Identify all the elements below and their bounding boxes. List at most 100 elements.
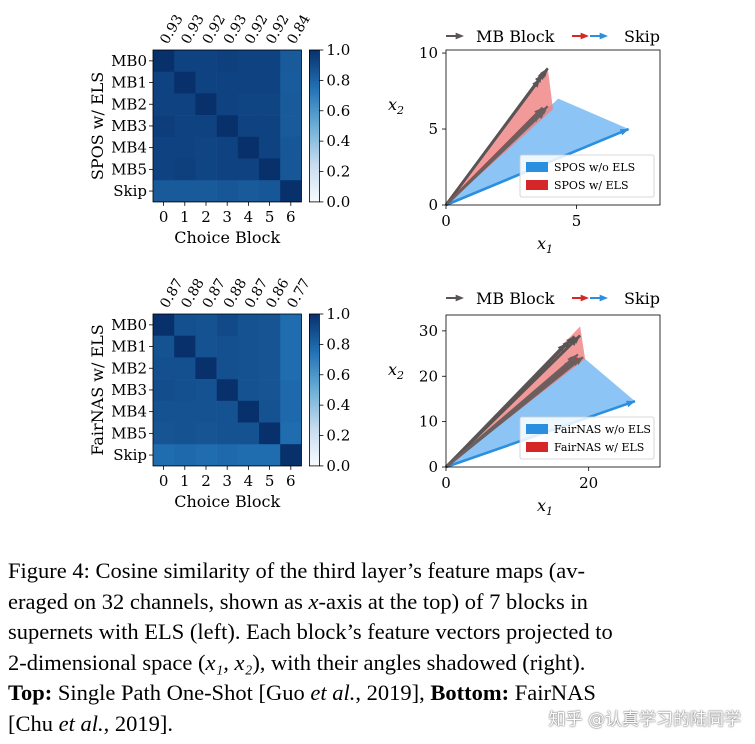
heatmap-cell [216, 400, 239, 423]
row-tick-label: MB1 [111, 74, 147, 92]
row-tick-label: MB0 [111, 52, 147, 70]
heatmap-cell [195, 50, 217, 72]
col-tick-label: 6 [286, 472, 296, 490]
y-tick-label: 30 [419, 322, 438, 340]
skip-vector-without-els-head [626, 400, 636, 408]
colorbar-tick-label: 0.4 [326, 396, 350, 414]
legend-skip-label: Skip [624, 289, 660, 308]
plot-frame [445, 314, 661, 468]
heatmap-cell [153, 314, 175, 336]
heatmap-cell [237, 71, 260, 94]
plot-frame [445, 49, 661, 206]
heatmap-ylabel: SPOS w/ ELS [88, 72, 107, 180]
heatmap-cell [195, 158, 217, 181]
row-tick-label: MB2 [111, 359, 147, 377]
heatmap-cell [195, 400, 217, 423]
mb-vector-head [538, 69, 547, 79]
heatmap-cell [174, 400, 196, 423]
caption-line-3: supernets with ELS (left). Each block’s … [8, 619, 613, 644]
colorbar [308, 49, 320, 203]
col-tick-label: 1 [180, 472, 190, 490]
plot-xlabel: x1 [537, 496, 553, 518]
legend-swatch-without-els [526, 424, 548, 434]
y-tick-label: 5 [428, 120, 438, 138]
row-tick-label: MB4 [111, 139, 147, 157]
heatmap-cell [280, 400, 302, 423]
caption-line-2b: -axis at the top) of 7 blocks in [318, 588, 588, 614]
heatmap-cell [195, 422, 217, 445]
legend-mb-label: MB Block [476, 27, 555, 46]
col-tick-label: 0 [159, 208, 169, 226]
plot-ylabel: x2 [388, 360, 404, 382]
heatmap-cell [259, 400, 281, 423]
heatmap-cell [153, 422, 175, 445]
heatmap-cell [153, 158, 175, 181]
legend-mb-label: MB Block [476, 289, 555, 308]
heatmap-cell [195, 93, 217, 116]
heatmap-cell [216, 115, 239, 138]
colorbar-tick-label: 1.0 [326, 305, 350, 323]
colorbar-tick-label: 0.4 [326, 132, 350, 150]
heatmap-cell [153, 180, 175, 203]
heatmap-cell [174, 422, 196, 445]
heatmap-cell [174, 357, 196, 380]
colorbar-tick-label: 0.0 [326, 457, 350, 475]
heatmap-cell [153, 335, 175, 358]
caption-line-4b: ), with their angles shadowed (right). [252, 649, 586, 675]
heatmap-cell [259, 71, 281, 94]
heatmap-cell [216, 379, 239, 402]
col-tick-label: 3 [222, 472, 232, 490]
heatmap-ylabel: FairNAS w/ ELS [88, 324, 107, 455]
y-tick-label: 10 [419, 413, 438, 431]
colorbar-tick-label: 0.6 [326, 366, 350, 384]
heatmap-cell [174, 379, 196, 402]
heatmap-cell [195, 136, 217, 159]
caption-vars: x₁, x₂ [205, 649, 253, 675]
caption-line-6b: , 2019]. [103, 710, 173, 736]
heatmap-cell [237, 335, 260, 358]
heatmap-cell [153, 71, 175, 94]
row-tick-label: MB1 [111, 338, 147, 356]
heatmap-cell [174, 115, 196, 138]
caption-line-6a: [Chu [8, 710, 59, 736]
heatmap-cell [280, 50, 302, 72]
heatmap-cell [237, 136, 260, 159]
caption-var-x: x [308, 588, 319, 614]
heatmap-cell [280, 71, 302, 94]
legend-skip-blue-arrow [599, 32, 608, 40]
heatmap-xlabel: Choice Block [174, 228, 280, 247]
heatmap-cell [259, 93, 281, 116]
colorbar [308, 313, 320, 467]
row-tick-label: Skip [113, 182, 147, 200]
legend-mb-arrow [455, 294, 464, 302]
heatmap-cell [153, 357, 175, 380]
mb-vector-els-head [574, 357, 583, 366]
heatmap-cell [237, 444, 260, 467]
heatmap-cell [216, 136, 239, 159]
legend-label-with-els: FairNAS w/ ELS [554, 441, 644, 454]
heatmap-cell [195, 335, 217, 358]
x-tick-label: 0 [441, 212, 451, 230]
heatmap-cell [237, 158, 260, 181]
col-tick-label: 1 [180, 208, 190, 226]
heatmap-cell [259, 136, 281, 159]
heatmap-cell [216, 357, 239, 380]
row-tick-label: MB3 [111, 381, 147, 399]
heatmap-cell [174, 335, 196, 358]
legend-skip-label: Skip [624, 27, 660, 46]
heatmap-cell [280, 314, 302, 336]
heatmap-cell [195, 444, 217, 467]
legend-mb-arrow [455, 32, 464, 40]
heatmap-cell [216, 93, 239, 116]
top-similarity-label: 0.77 [284, 276, 313, 311]
mb-vector-els-head [569, 354, 578, 363]
mb-vector-head [566, 336, 575, 345]
heatmap-cell [174, 158, 196, 181]
heatmap-cell [259, 314, 281, 336]
x-tick-label: 5 [572, 212, 582, 230]
caption-line-5b: , 2019], [355, 680, 431, 705]
col-tick-label: 3 [222, 208, 232, 226]
